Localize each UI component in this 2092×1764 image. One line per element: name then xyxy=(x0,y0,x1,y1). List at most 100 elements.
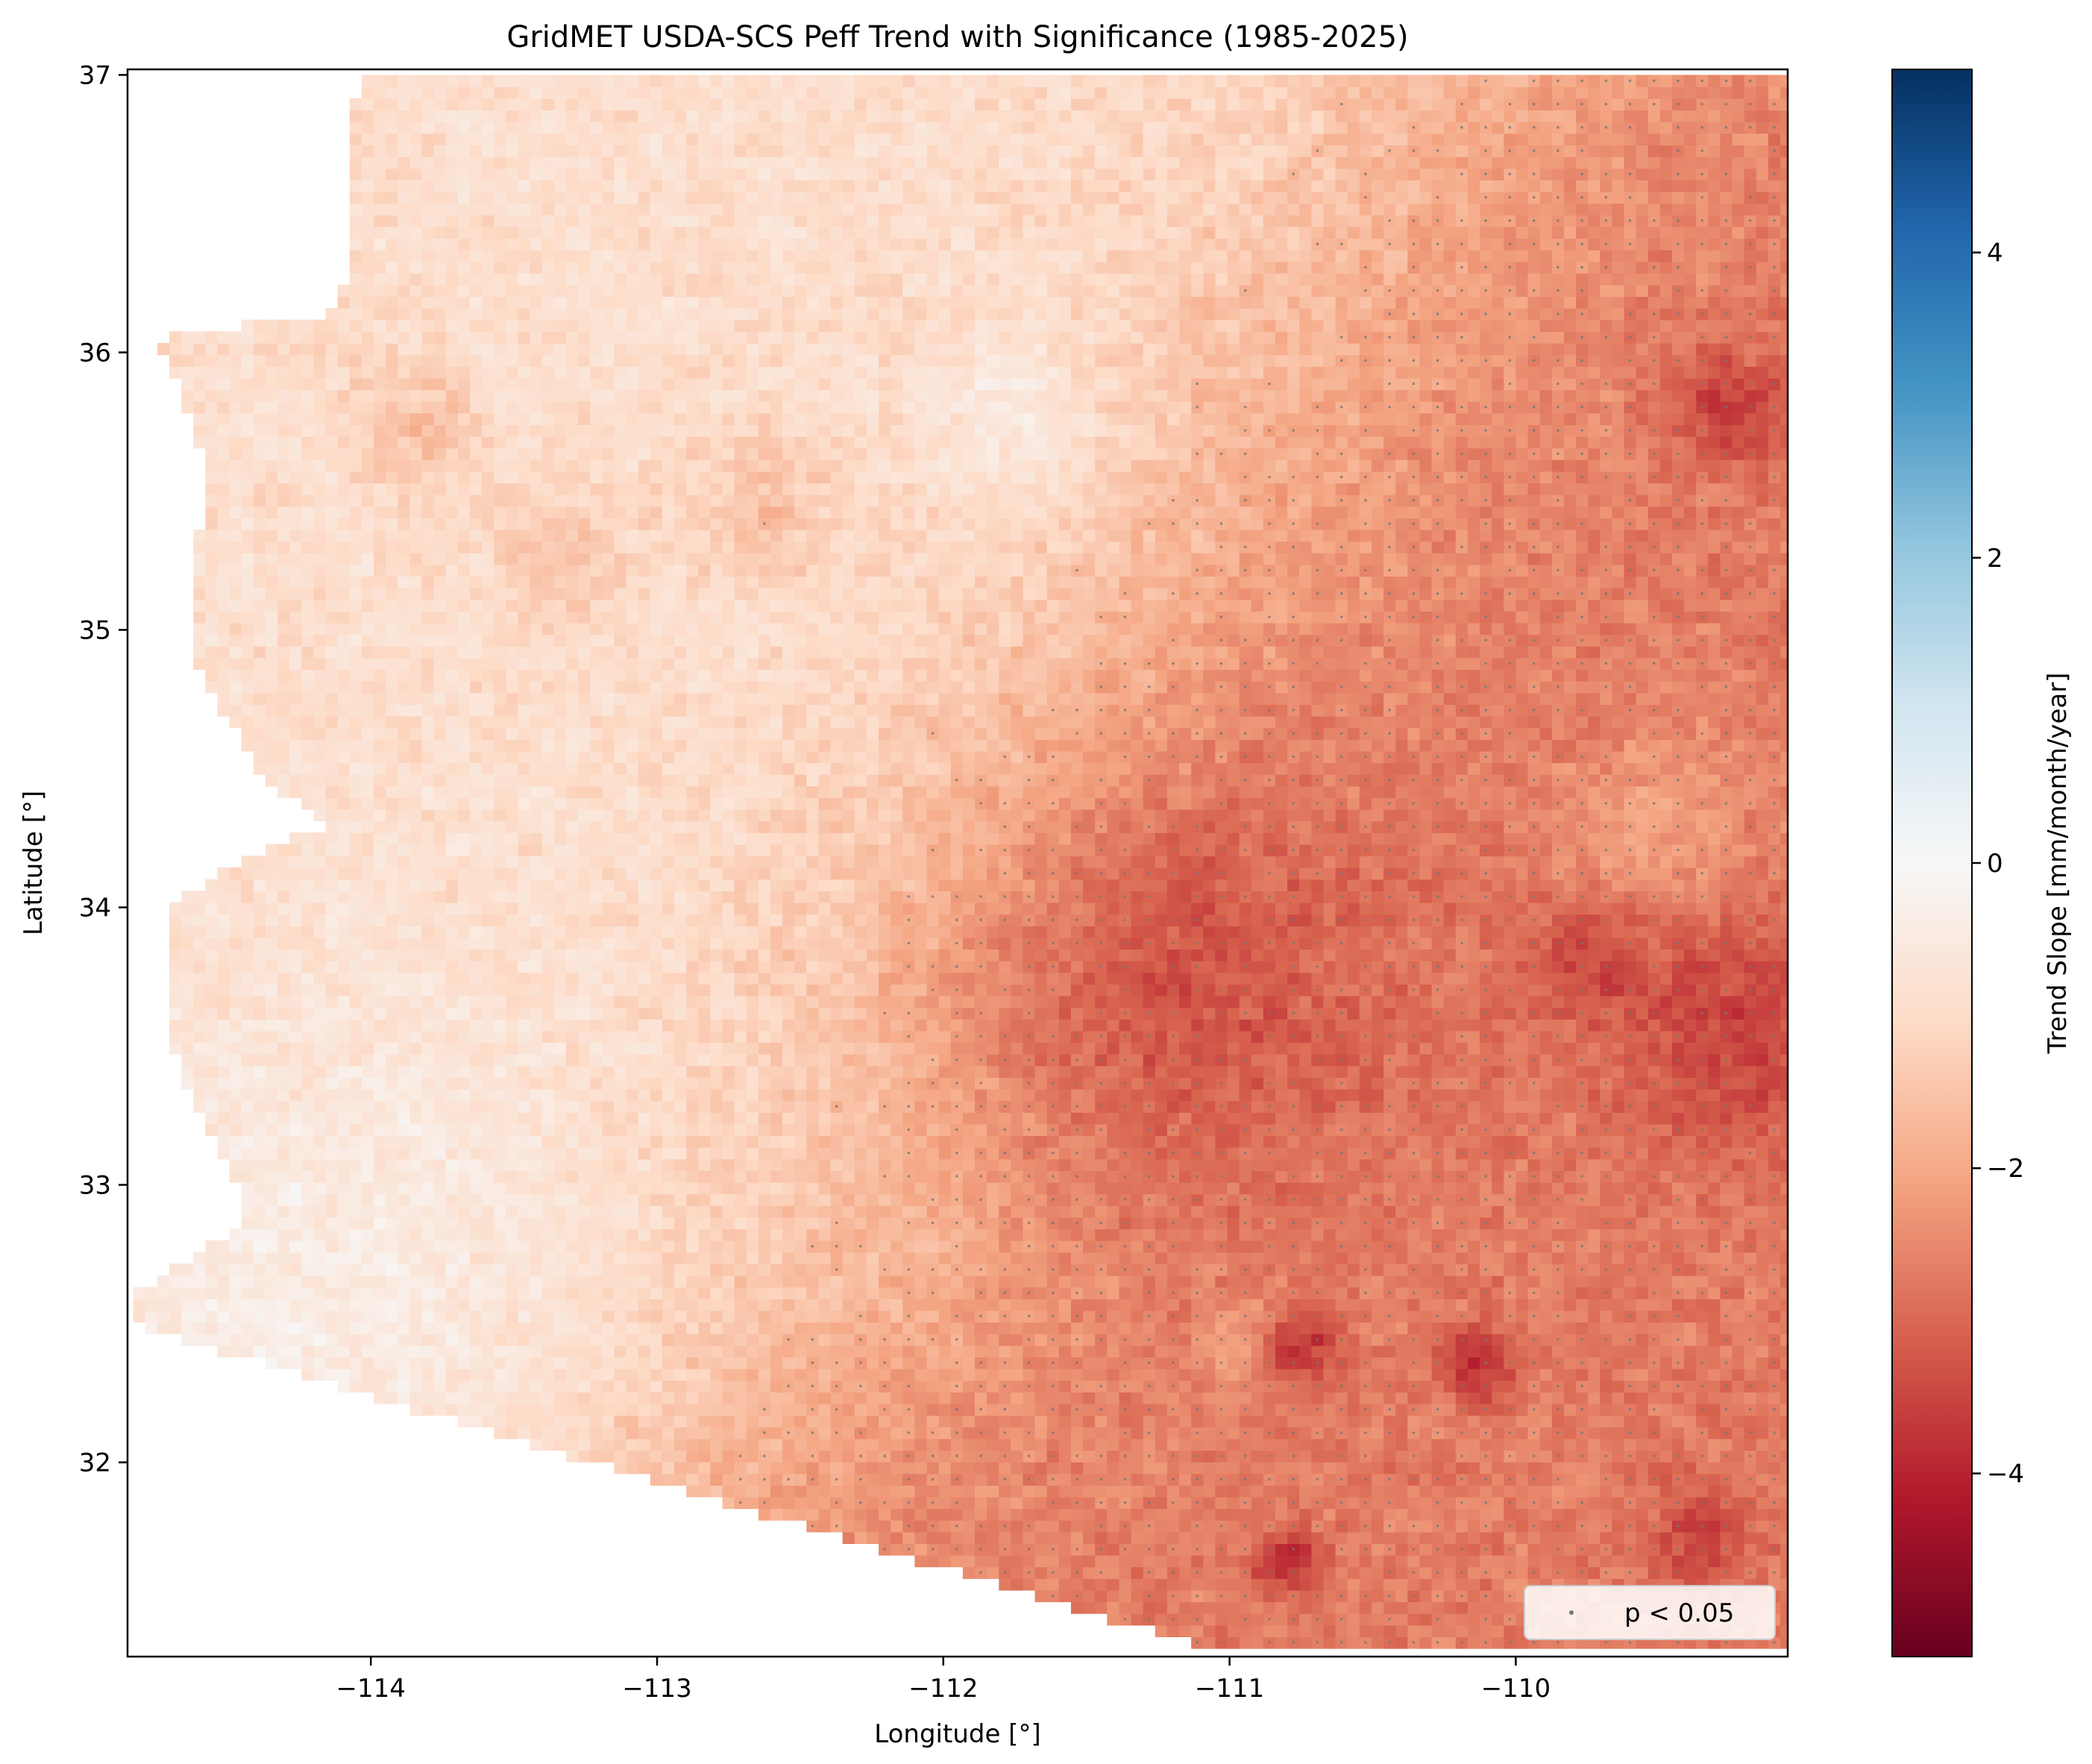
heatmap-cell xyxy=(277,1310,290,1323)
heatmap-cell xyxy=(650,809,663,822)
heatmap-cell xyxy=(289,354,303,367)
heatmap-cell xyxy=(457,238,471,251)
heatmap-cell xyxy=(421,1205,435,1218)
heatmap-cell xyxy=(541,249,555,263)
heatmap-cell xyxy=(686,611,700,624)
heatmap-cell xyxy=(482,331,494,344)
heatmap-cell xyxy=(566,1077,579,1090)
heatmap-cell xyxy=(626,995,639,1008)
heatmap-cell xyxy=(337,692,351,705)
heatmap-cell xyxy=(578,832,591,845)
heatmap-cell xyxy=(229,692,242,705)
heatmap-cell xyxy=(614,1403,627,1416)
heatmap-cell xyxy=(698,611,712,624)
heatmap-cell xyxy=(698,576,712,588)
heatmap-cell xyxy=(590,319,603,332)
heatmap-cell xyxy=(361,1147,374,1160)
heatmap-cell xyxy=(337,785,351,798)
heatmap-cell xyxy=(482,1135,494,1148)
heatmap-cell xyxy=(494,937,507,950)
heatmap-cell xyxy=(686,110,700,122)
heatmap-cell xyxy=(349,1357,362,1369)
heatmap-cell xyxy=(433,646,447,659)
heatmap-cell xyxy=(482,1147,494,1160)
heatmap-cell xyxy=(421,87,435,99)
heatmap-cell xyxy=(241,319,254,332)
heatmap-cell xyxy=(253,1228,266,1241)
heatmap-cell xyxy=(313,599,327,612)
heatmap-cell xyxy=(674,879,687,891)
heatmap-cell xyxy=(578,518,591,530)
heatmap-cell xyxy=(349,494,362,507)
heatmap-cell xyxy=(494,1007,507,1020)
heatmap-cell xyxy=(205,459,219,472)
heatmap-cell xyxy=(374,1147,386,1160)
heatmap-cell xyxy=(349,1380,362,1393)
heatmap-cell xyxy=(530,75,543,87)
heatmap-cell xyxy=(421,809,435,822)
heatmap-cell xyxy=(470,506,483,518)
heatmap-cell xyxy=(602,1217,615,1230)
heatmap-cell xyxy=(674,762,687,775)
heatmap-cell xyxy=(301,436,315,449)
heatmap-cell xyxy=(301,949,315,961)
heatmap-cell xyxy=(578,1065,591,1078)
heatmap-cell xyxy=(253,1030,266,1043)
heatmap-cell xyxy=(349,168,362,181)
heatmap-cell xyxy=(530,191,543,204)
heatmap-cell xyxy=(734,1088,747,1102)
heatmap-cell xyxy=(686,1415,700,1428)
heatmap-cell xyxy=(518,715,531,729)
heatmap-cell xyxy=(674,1228,687,1241)
heatmap-cell xyxy=(566,844,579,857)
heatmap-cell xyxy=(181,972,195,985)
heatmap-cell xyxy=(325,1123,339,1137)
heatmap-cell xyxy=(734,1264,747,1276)
heatmap-cell xyxy=(433,1135,447,1148)
heatmap-cell xyxy=(374,1240,386,1253)
heatmap-cell xyxy=(470,1042,483,1055)
heatmap-cell xyxy=(301,867,315,880)
heatmap-cell xyxy=(421,926,435,938)
heatmap-cell xyxy=(626,820,639,833)
heatmap-cell xyxy=(626,727,639,740)
heatmap-cell xyxy=(349,203,362,216)
heatmap-cell xyxy=(337,657,351,671)
heatmap-cell xyxy=(374,891,386,903)
heatmap-cell xyxy=(722,331,735,344)
heatmap-cell xyxy=(470,1240,483,1253)
heatmap-cell xyxy=(626,553,639,565)
heatmap-cell xyxy=(398,1170,411,1183)
heatmap-cell xyxy=(289,611,303,624)
heatmap-cell xyxy=(638,785,651,798)
heatmap-cell xyxy=(662,1228,675,1241)
heatmap-cell xyxy=(518,832,531,845)
heatmap-cell xyxy=(553,448,567,460)
heatmap-cell xyxy=(313,576,327,588)
heatmap-cell xyxy=(662,1345,675,1357)
heatmap-cell xyxy=(710,1135,723,1148)
heatmap-cell xyxy=(674,506,687,518)
heatmap-cell xyxy=(217,1100,230,1113)
heatmap-cell xyxy=(614,1019,627,1032)
heatmap-cell xyxy=(482,949,494,961)
heatmap-cell xyxy=(650,1368,663,1381)
heatmap-cell xyxy=(277,1228,290,1241)
heatmap-cell xyxy=(457,366,471,379)
heatmap-cell xyxy=(277,972,290,985)
heatmap-cell xyxy=(386,611,399,624)
heatmap-cell xyxy=(301,832,315,845)
heatmap-cell xyxy=(602,576,615,588)
heatmap-cell xyxy=(433,471,447,484)
heatmap-cell xyxy=(638,1135,651,1148)
heatmap-cell xyxy=(722,1170,735,1183)
heatmap-cell xyxy=(638,494,651,507)
heatmap-cell xyxy=(638,1461,651,1475)
heatmap-cell xyxy=(325,1181,339,1195)
heatmap-cell xyxy=(205,1077,219,1090)
heatmap-cell xyxy=(457,273,471,286)
heatmap-cell xyxy=(266,1112,278,1125)
heatmap-cell xyxy=(686,646,700,659)
heatmap-cell xyxy=(337,809,351,822)
heatmap-cell xyxy=(734,424,747,437)
